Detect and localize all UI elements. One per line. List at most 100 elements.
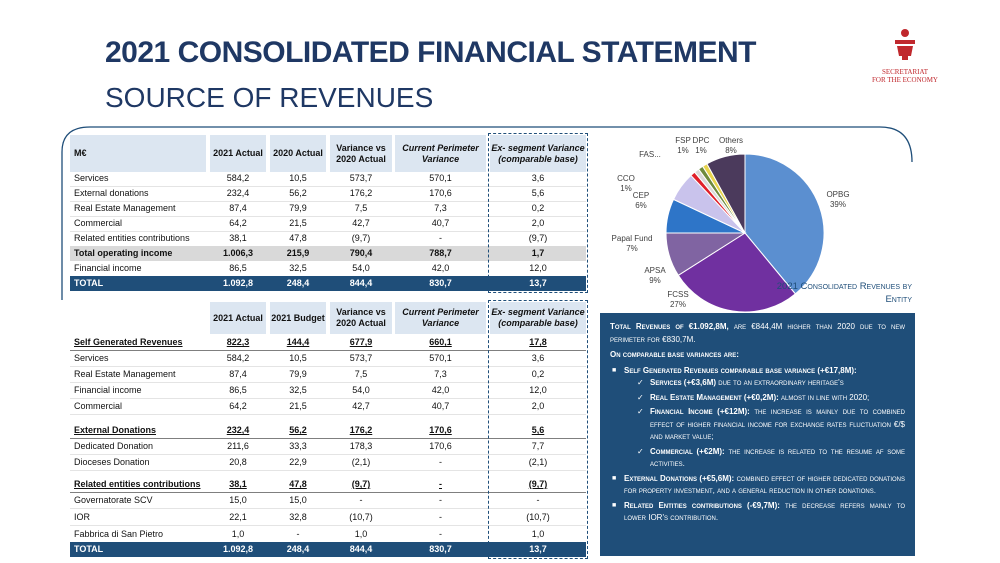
table-cell: 22,1	[229, 512, 247, 522]
highlight-box	[488, 133, 588, 293]
table-cell: 1,0	[531, 529, 545, 539]
table-cell: 56,2	[289, 425, 307, 435]
table-cell: (9,7)	[528, 233, 548, 243]
pie-slice	[677, 232, 797, 313]
table-cell: 5,6	[531, 425, 545, 435]
body-text: are €844,4M higher than 2020 due to new …	[610, 322, 905, 344]
table-cell: 38,1	[229, 233, 247, 243]
table-cell: 573,7	[349, 353, 373, 363]
table-cell: 1,0	[354, 529, 368, 539]
table-cell: 56,2	[289, 188, 307, 198]
slice-label: DPC	[693, 136, 710, 145]
table-cell: 21,5	[289, 218, 307, 228]
row-rule	[70, 216, 586, 217]
table-cell: 0,2	[531, 203, 545, 213]
slice-label: Others	[719, 136, 743, 145]
row-rule	[70, 366, 586, 367]
table-cell: Dedicated Donation	[74, 441, 154, 451]
table-cell: 32,5	[289, 263, 307, 273]
bullet-item: External Donations (+€5,6M): combined ef…	[612, 473, 905, 498]
slice-label: FSP	[675, 136, 691, 145]
table-cell: External donations	[74, 188, 149, 198]
row-rule	[70, 350, 586, 351]
table-cell: Commercial	[74, 218, 123, 228]
row-rule	[70, 454, 586, 455]
table-cell: 3,6	[531, 173, 545, 183]
table-header-cell: Ex- segment Variance (comparable base)	[490, 135, 586, 172]
table-cell: 215,9	[270, 246, 326, 261]
table-cell: 10,5	[289, 353, 307, 363]
table-cell: 64,2	[229, 218, 247, 228]
table-cell: 32,8	[289, 512, 307, 522]
lead-text: External Donations (+€5,6M):	[624, 473, 735, 483]
table-cell: -	[439, 529, 442, 539]
title: 2021 CONSOLIDATED FINANCIAL STATEMENT	[105, 36, 757, 69]
slice-value-label: 6%	[635, 201, 647, 210]
subtitle: SOURCE OF REVENUES	[105, 82, 434, 113]
table-cell: 3,6	[531, 353, 545, 363]
row-rule	[70, 201, 586, 202]
lead-text: Related Entities contributions (-€9,7M):	[624, 500, 780, 510]
lead-text: Real Estate Management (+€0,2M):	[650, 392, 779, 402]
table-cell: TOTAL	[70, 542, 206, 557]
table-cell: 7,7	[531, 441, 545, 451]
table-cell: 660,1	[429, 337, 452, 347]
table-cell: -	[439, 457, 442, 467]
table-cell: (10,7)	[526, 512, 550, 522]
row-rule	[70, 438, 586, 439]
table-cell: 42,7	[352, 401, 370, 411]
check-item: Financial Income (+€12M): the increase i…	[637, 406, 905, 444]
body-text: almost in line with 2020;	[781, 392, 870, 402]
table-cell: Self Generated Revenues	[74, 337, 183, 347]
row-rule	[70, 382, 586, 383]
table-header-cell: Ex- segment Variance (comparable base)	[490, 302, 586, 334]
table-header-cell: 2021 Actual	[210, 302, 266, 334]
table-cell: 1.092,8	[210, 276, 266, 291]
table-cell: 12,0	[529, 263, 547, 273]
table-cell: 570,1	[429, 173, 452, 183]
table-cell: 42,7	[352, 218, 370, 228]
table-header-cell: Current Perimeter Variance	[395, 135, 486, 172]
table-cell: 232,4	[226, 425, 250, 435]
table-cell: (9,7)	[351, 233, 371, 243]
intro: On comparable base variances are:	[610, 350, 739, 359]
table-cell: Financial income	[74, 385, 142, 395]
table-cell: 144,4	[286, 337, 310, 347]
row-rule	[70, 414, 586, 415]
slice-value-label: 1%	[695, 146, 707, 155]
table-cell: 87,4	[229, 203, 247, 213]
table-cell: 2,0	[531, 218, 545, 228]
table-cell: 38,1	[229, 479, 247, 489]
table-cell: 677,9	[349, 337, 373, 347]
table-cell: 573,7	[349, 173, 373, 183]
table-cell: 176,2	[349, 188, 373, 198]
pie-slice	[744, 153, 825, 295]
table-cell: 788,7	[395, 246, 486, 261]
table-cell: 7,5	[354, 203, 368, 213]
table-cell: -	[439, 233, 442, 243]
table-cell: 1.006,3	[210, 246, 266, 261]
slice-value-label: 7%	[626, 244, 638, 253]
table-cell: 33,3	[289, 441, 307, 451]
body-text: the increase is related to the resume af…	[650, 446, 905, 469]
table-cell: 584,2	[226, 353, 250, 363]
table-header-cell: 2021 Budget	[270, 302, 326, 334]
body-text: combined effect of higher dedicated dona…	[624, 473, 905, 496]
logo-line: FOR THE ECONOMY	[872, 76, 938, 84]
bullet-list: Self Generated Revenues comparable base …	[610, 365, 905, 525]
table-cell: Commercial	[74, 401, 123, 411]
table-cell: 0,2	[531, 369, 545, 379]
table-cell: 79,9	[289, 203, 307, 213]
table-cell: (2,1)	[351, 457, 371, 467]
table-header-cell: Variance vs 2020 Actual	[330, 302, 392, 334]
table-cell: 5,6	[531, 188, 545, 198]
table-cell: -	[536, 495, 540, 505]
slice-label: OPBG	[826, 190, 849, 199]
table-cell: 13,7	[490, 542, 586, 557]
table-cell: 86,5	[229, 385, 247, 395]
table-header-cell: 2020 Actual	[270, 135, 326, 172]
check-item: Commercial (+€2M): the increase is relat…	[637, 446, 905, 471]
table-cell: 54,0	[352, 263, 370, 273]
table-cell: 844,4	[330, 542, 392, 557]
